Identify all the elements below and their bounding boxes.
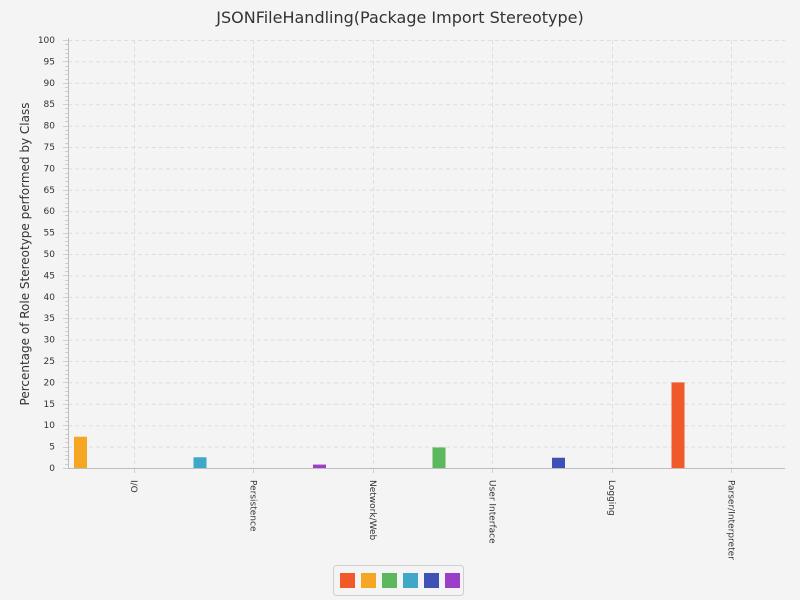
y-tick-label: 25 (44, 357, 55, 367)
x-tick-label: Network/Web (367, 480, 377, 541)
grid-lines (68, 40, 785, 468)
bar (671, 382, 685, 468)
bars (74, 382, 685, 468)
y-tick-label: 40 (44, 293, 56, 303)
y-tick-label: 75 (44, 143, 55, 153)
y-tick-label: 10 (44, 421, 56, 431)
y-tick-label: 95 (44, 57, 55, 67)
y-tick-label: 15 (44, 400, 55, 410)
bar (432, 447, 446, 468)
y-tick-label: 20 (44, 378, 56, 388)
legend-swatch (403, 573, 418, 588)
legend-swatch (340, 573, 355, 588)
y-axis-label: Percentage of Role Stereotype performed … (18, 103, 32, 406)
bar (193, 457, 207, 468)
y-tick-label: 0 (49, 464, 55, 474)
chart-title: JSONFileHandling(Package Import Stereoty… (215, 8, 583, 27)
y-tick-label: 55 (44, 229, 55, 239)
y-tick-label: 60 (44, 207, 56, 217)
y-tick-label: 65 (44, 186, 55, 196)
y-tick-label: 80 (44, 122, 56, 132)
y-tick-label: 70 (44, 164, 56, 174)
legend-swatch (361, 573, 376, 588)
x-tick-label: Persistence (247, 480, 257, 532)
legend-swatch (382, 573, 397, 588)
y-tick-label: 90 (44, 79, 56, 89)
y-tick-label: 100 (38, 36, 55, 46)
legend-swatch (424, 573, 439, 588)
bar (74, 436, 87, 468)
legend (333, 565, 464, 596)
y-tick-label: 45 (44, 271, 55, 281)
bar (313, 464, 326, 468)
bar (552, 457, 565, 468)
legend-swatch (445, 573, 460, 588)
x-tick-label: Parser/Interpreter (725, 480, 735, 560)
axes: 0 5 10 15 20 25 30 35 40 45 50 55 60 65 70 75 80 85 90 95 10… (38, 36, 785, 560)
y-tick-label: 5 (49, 443, 55, 453)
y-tick-label: 35 (44, 314, 55, 324)
x-tick-label: User Interface (486, 480, 496, 544)
y-tick-label: 50 (44, 250, 56, 260)
x-tick-label: I/O (128, 480, 138, 493)
y-tick-label: 30 (44, 336, 56, 346)
x-tick-label: Logging (606, 480, 616, 516)
y-tick-label: 85 (44, 100, 55, 110)
